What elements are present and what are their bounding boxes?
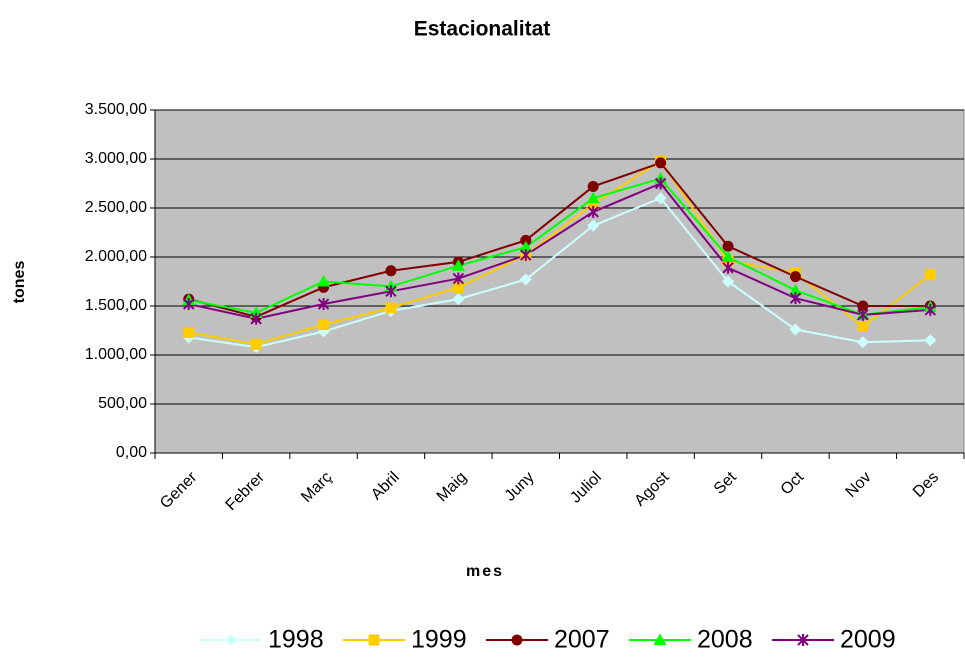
marker <box>789 323 802 336</box>
marker <box>452 281 464 293</box>
marker <box>511 634 523 646</box>
marker <box>722 275 735 288</box>
plot-area <box>154 109 965 454</box>
marker <box>519 240 533 253</box>
y-tick-label: 0,00 <box>116 444 147 461</box>
marker <box>789 271 801 283</box>
marker <box>654 192 667 205</box>
marker <box>385 302 397 314</box>
marker <box>788 283 802 296</box>
marker <box>368 634 380 646</box>
marker <box>318 319 330 331</box>
marker <box>654 177 667 190</box>
marker <box>722 240 734 252</box>
y-tick-label: 1.500,00 <box>85 297 147 314</box>
series-line <box>188 177 931 316</box>
marker <box>250 312 262 325</box>
marker <box>250 338 262 350</box>
y-tick-label: 2.500,00 <box>85 199 147 216</box>
x-tick-label: Febrer <box>223 468 269 514</box>
marker <box>924 334 937 347</box>
y-tick-label: 2.000,00 <box>85 248 147 265</box>
y-tick-label: 1.000,00 <box>85 346 147 363</box>
x-tick-label: Nov <box>843 469 875 501</box>
series-line <box>188 182 931 320</box>
marker <box>857 300 869 312</box>
marker <box>797 634 809 646</box>
x-tick-label: Set <box>711 468 740 497</box>
marker <box>520 234 532 246</box>
y-tick-label: 3.000,00 <box>85 150 147 167</box>
marker <box>924 269 936 281</box>
marker <box>587 180 599 192</box>
marker <box>857 308 869 321</box>
x-tick-label: Maig <box>434 469 471 506</box>
x-tick-label: Oct <box>778 468 808 498</box>
marker <box>385 285 397 298</box>
x-axis-label: mes <box>466 563 504 580</box>
marker <box>452 272 465 285</box>
marker <box>587 219 600 232</box>
marker <box>520 249 532 262</box>
legend-label: 2007 <box>554 626 610 654</box>
marker <box>183 298 195 311</box>
legend-label: 1998 <box>268 626 324 654</box>
marker <box>721 250 735 262</box>
marker <box>587 205 599 218</box>
marker <box>451 259 465 271</box>
x-tick-label: Des <box>910 469 942 501</box>
marker <box>722 261 734 274</box>
marker <box>587 198 599 210</box>
series-line <box>188 161 931 318</box>
marker <box>183 326 195 338</box>
marker <box>385 265 397 277</box>
y-tick-label: 500,00 <box>98 395 147 412</box>
legend-label: 2008 <box>697 626 753 654</box>
marker <box>857 321 869 333</box>
marker <box>924 303 936 316</box>
x-tick-label: Juliol <box>567 469 605 507</box>
marker <box>519 273 532 286</box>
x-tick-label: Juny <box>502 469 538 505</box>
x-tick-label: Agost <box>631 468 672 509</box>
chart-title: Estacionalitat <box>414 18 551 41</box>
x-tick-label: Abril <box>368 469 403 504</box>
series-line <box>188 196 931 349</box>
marker <box>317 275 331 287</box>
marker <box>452 293 465 306</box>
legend-label: 2009 <box>840 626 896 654</box>
marker <box>789 292 802 305</box>
marker <box>653 633 667 645</box>
marker <box>655 157 667 169</box>
marker <box>586 191 600 204</box>
marker <box>225 634 237 646</box>
x-tick-label: Gener <box>157 468 201 512</box>
x-tick-label: Març <box>298 469 335 506</box>
marker <box>317 298 330 311</box>
marker <box>856 336 869 349</box>
y-tick-label: 3.500,00 <box>85 101 147 118</box>
legend-label: 1999 <box>411 626 467 654</box>
y-axis-label: tones <box>11 261 28 304</box>
